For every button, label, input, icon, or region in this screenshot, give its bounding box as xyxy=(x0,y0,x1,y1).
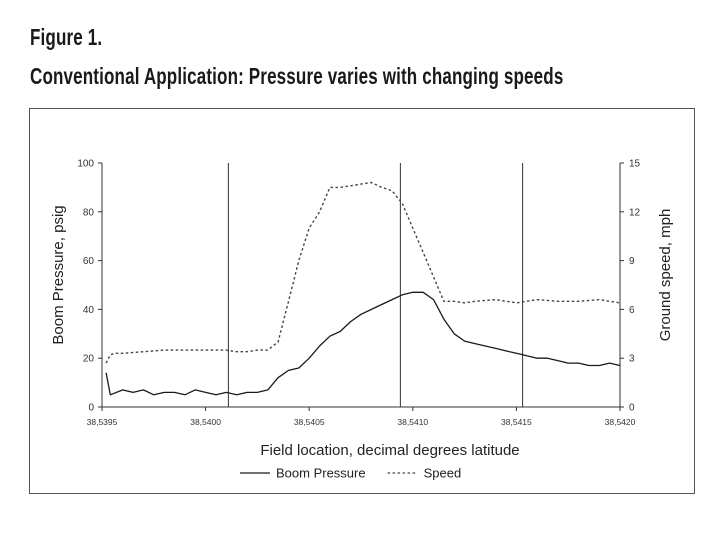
x-tick-label: 38,5400 xyxy=(190,417,221,427)
legend-layer: Boom Pressure Speed xyxy=(240,466,461,481)
speed-series-line xyxy=(105,181,621,364)
x-axis-title: Field location, decimal degrees latitude xyxy=(260,442,519,459)
boom-pressure-series-line xyxy=(105,291,621,396)
series-layer xyxy=(105,181,621,396)
legend-label-1: Boom Pressure xyxy=(276,466,366,481)
legend-label-2: Speed xyxy=(424,466,462,481)
left-y-axis-title: Boom Pressure, psig xyxy=(50,205,67,344)
x-tick-label: 38,5420 xyxy=(605,417,636,427)
left-y-tick-label: 80 xyxy=(83,207,95,218)
chart-frame xyxy=(29,108,695,494)
left-y-tick-label: 60 xyxy=(83,256,95,267)
x-tick-label: 38,5410 xyxy=(397,417,428,427)
left-y-tick-label: 40 xyxy=(83,305,95,316)
label-layer: 0 20 40 60 80 100 0 3 6 9 12 15 38,5395 38,5400 38,540… xyxy=(50,159,674,460)
right-y-tick-label: 3 xyxy=(629,354,635,365)
x-tick-label: 38,5405 xyxy=(294,417,325,427)
left-y-tick-label: 0 xyxy=(88,403,94,414)
left-y-tick-label: 20 xyxy=(83,354,95,365)
figure-subtitle: Conventional Application: Pressure varie… xyxy=(30,63,564,89)
axis-layer xyxy=(98,162,624,411)
right-y-axis-title: Ground speed, mph xyxy=(657,209,674,342)
right-y-tick-label: 12 xyxy=(629,207,641,218)
right-y-tick-label: 9 xyxy=(629,256,635,267)
right-y-tick-label: 6 xyxy=(629,305,635,316)
right-y-tick-label: 0 xyxy=(629,403,635,414)
figure-number: Figure 1. xyxy=(30,24,103,50)
grid-layer xyxy=(227,163,524,407)
x-tick-label: 38,5395 xyxy=(87,417,118,427)
x-tick-label: 38,5415 xyxy=(501,417,532,427)
left-y-tick-label: 100 xyxy=(77,159,94,170)
right-y-tick-label: 15 xyxy=(629,159,641,170)
